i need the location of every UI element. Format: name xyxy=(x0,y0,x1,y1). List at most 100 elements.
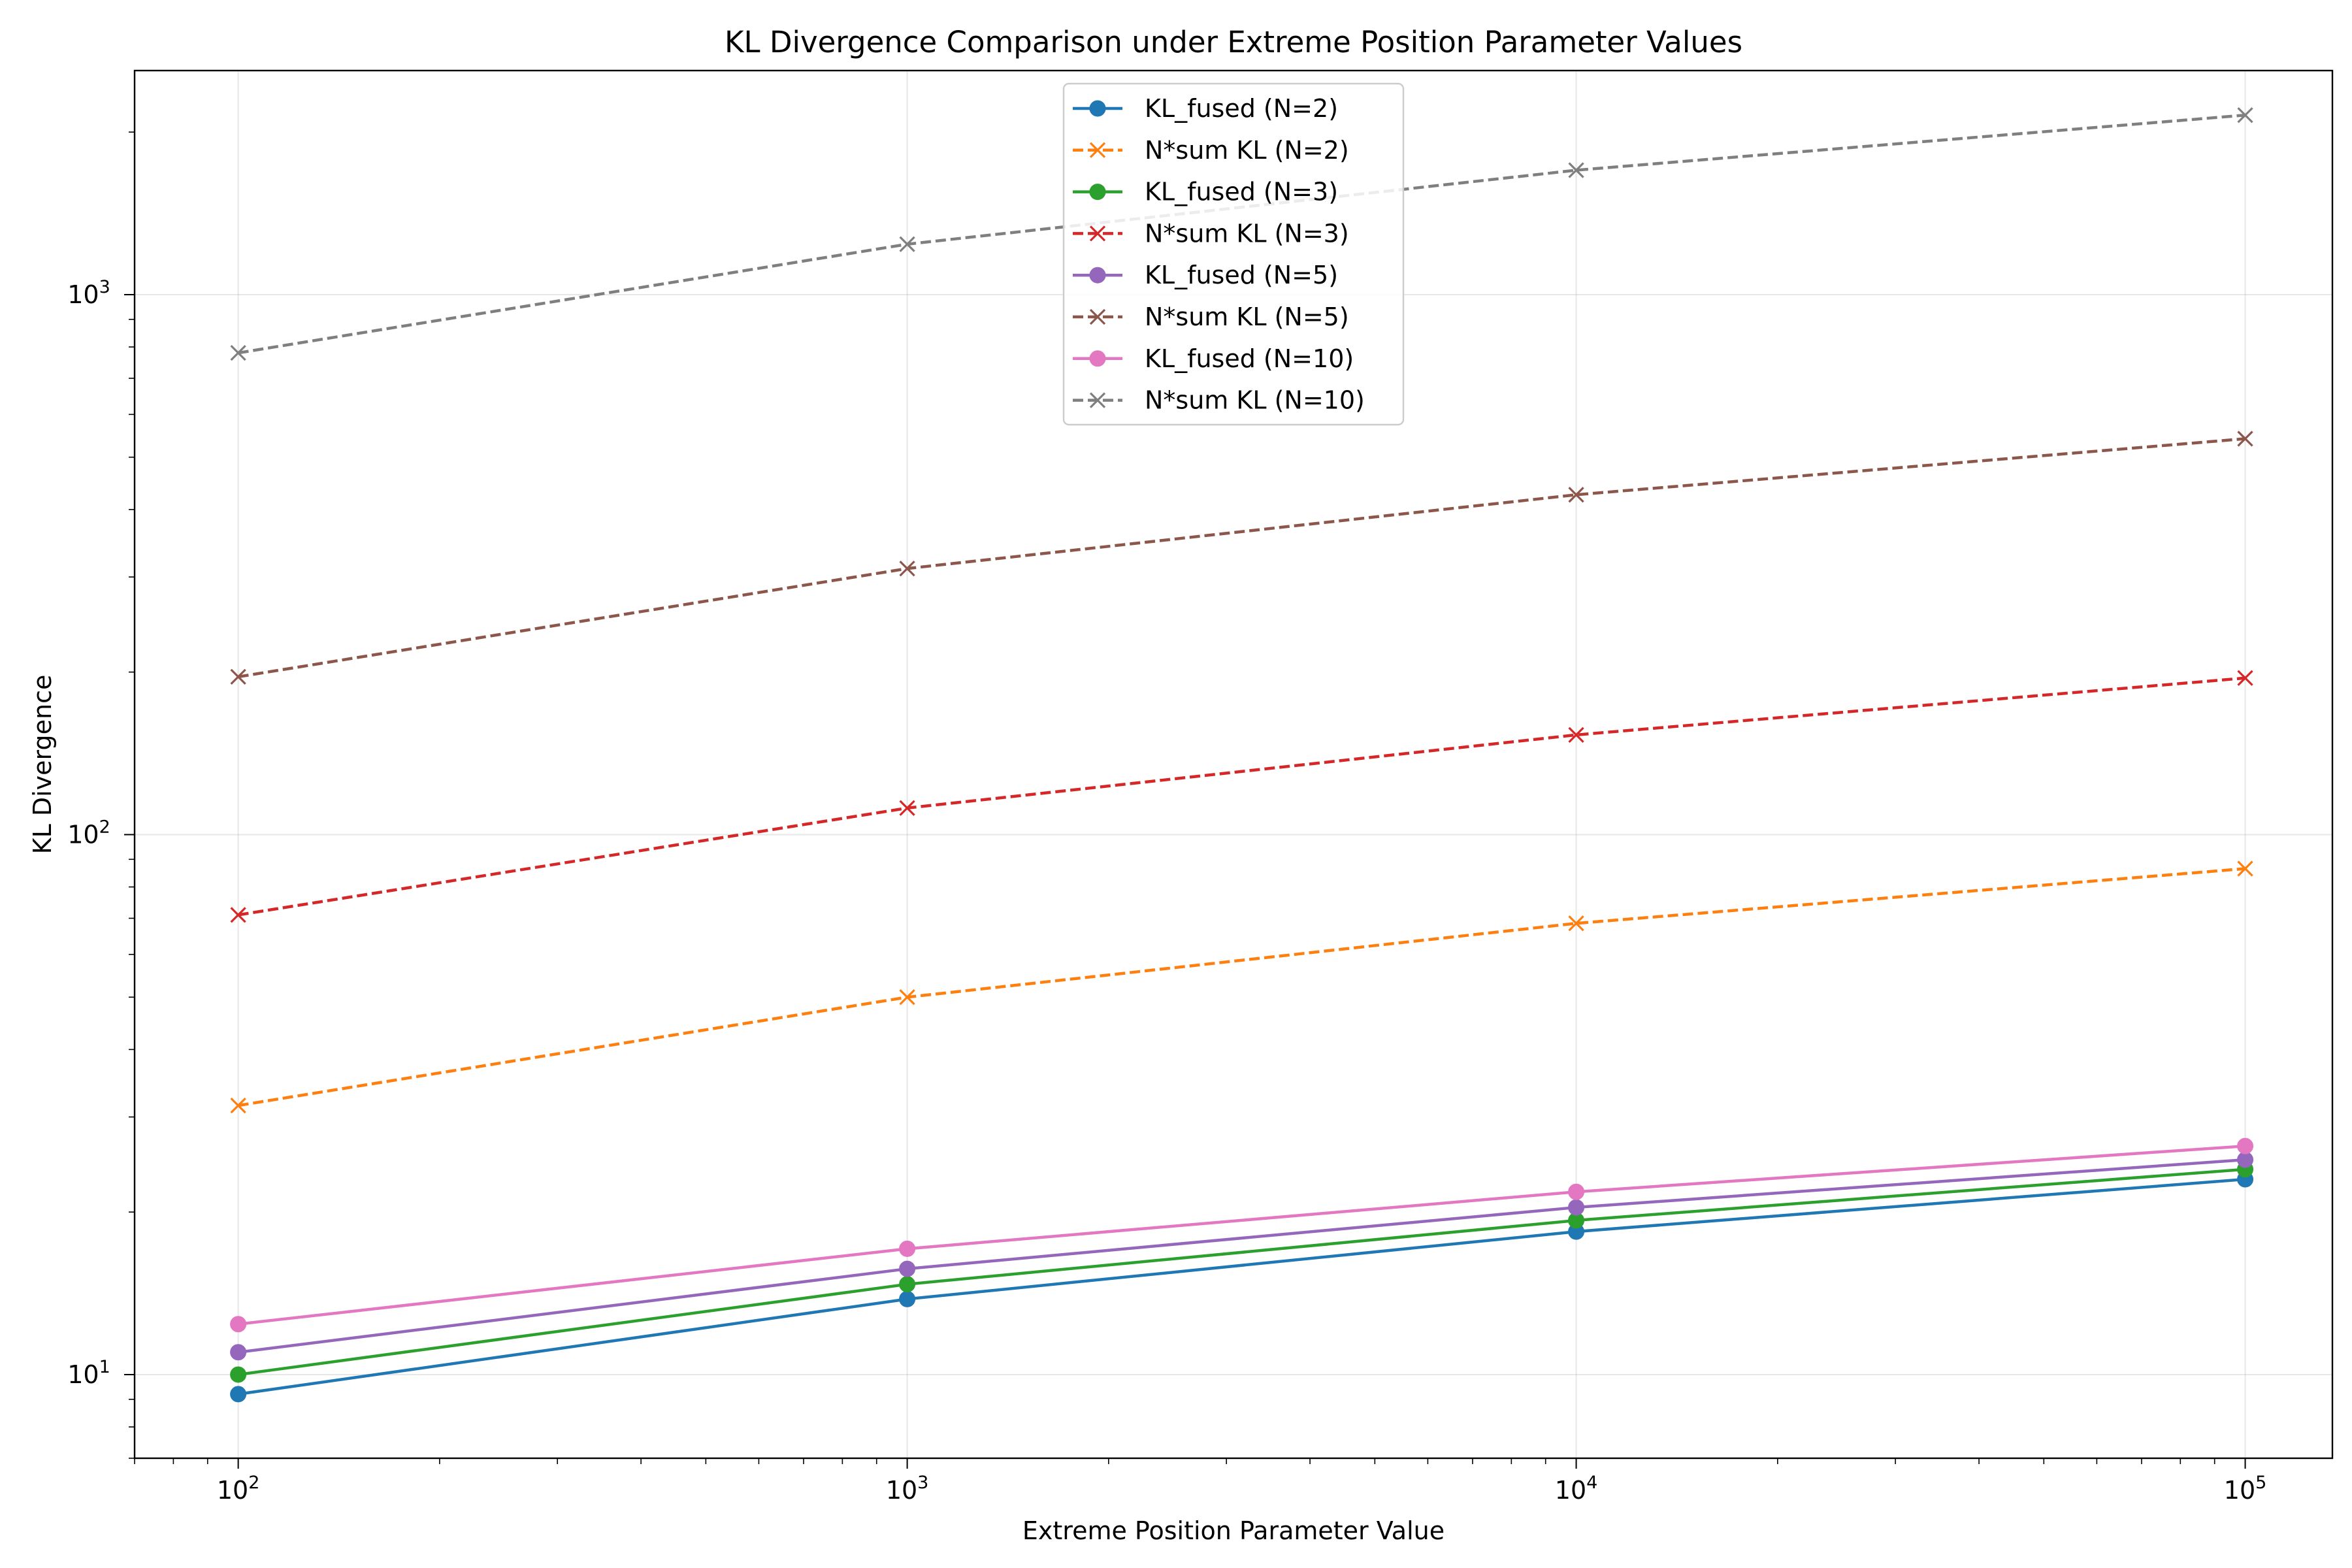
legend-marker xyxy=(1089,184,1106,201)
legend-marker xyxy=(1089,100,1106,117)
x-tick-label: 104 xyxy=(1555,1473,1598,1505)
marker-stroke xyxy=(1089,308,1106,325)
marker-stroke xyxy=(899,800,915,816)
data-point xyxy=(2237,670,2253,686)
data-point xyxy=(1568,915,1584,932)
legend-entry: KL_fused (N=5) xyxy=(1073,261,1338,289)
data-point xyxy=(1568,162,1584,178)
legend-marker xyxy=(1089,308,1106,325)
series-2 xyxy=(230,860,2253,1114)
data-point xyxy=(230,1344,247,1361)
marker-stroke xyxy=(1568,487,1584,503)
data-point xyxy=(899,561,915,577)
data-point xyxy=(1568,1199,1585,1216)
marker-stroke xyxy=(2237,431,2253,447)
data-point xyxy=(230,1097,246,1114)
series-5 xyxy=(230,1151,2254,1361)
marker-stroke xyxy=(230,907,246,923)
data-point xyxy=(2237,431,2253,447)
x-tick-label: 103 xyxy=(886,1473,929,1505)
marker-stroke xyxy=(1089,392,1106,408)
legend-label: N*sum KL (N=5) xyxy=(1145,302,1349,331)
x-tick-label: 105 xyxy=(2224,1473,2267,1505)
x-axis-ticks: 102 103 104 105 xyxy=(217,1458,2266,1505)
marker-stroke xyxy=(230,1097,246,1114)
x-tick-label: 102 xyxy=(217,1473,260,1505)
marker-stroke xyxy=(1568,727,1584,743)
data-point xyxy=(899,1290,916,1307)
data-point xyxy=(2237,860,2253,877)
legend-entry: N*sum KL (N=5) xyxy=(1073,302,1349,331)
legend-entry: N*sum KL (N=2) xyxy=(1073,136,1349,165)
legend-marker xyxy=(1089,392,1106,408)
legend-label: KL_fused (N=3) xyxy=(1145,178,1338,206)
legend-label: N*sum KL (N=10) xyxy=(1145,386,1365,415)
marker-stroke xyxy=(230,668,246,685)
legend-label: KL_fused (N=5) xyxy=(1145,261,1338,289)
y-tick-label: 102 xyxy=(67,817,110,849)
series-1 xyxy=(230,1171,2254,1403)
legend-label: N*sum KL (N=3) xyxy=(1145,219,1349,248)
legend-entry: KL_fused (N=10) xyxy=(1073,344,1354,373)
data-point xyxy=(899,1276,916,1293)
y-axis-ticks: 101 102 103 xyxy=(67,277,135,1389)
data-point xyxy=(2237,107,2253,123)
series-6 xyxy=(230,431,2253,685)
legend-label: KL_fused (N=2) xyxy=(1145,94,1338,123)
marker-stroke xyxy=(1568,162,1584,178)
marker-stroke xyxy=(1089,225,1106,242)
data-point xyxy=(230,907,246,923)
y-tick-label: 103 xyxy=(67,277,110,309)
legend-entry: KL_fused (N=3) xyxy=(1073,178,1338,206)
marker-stroke xyxy=(899,236,915,252)
marker-stroke xyxy=(2237,670,2253,686)
marker-stroke xyxy=(230,345,246,361)
marker-stroke xyxy=(899,989,915,1005)
legend-marker xyxy=(1089,142,1106,158)
series-line xyxy=(238,1168,2246,1377)
minor-ticks xyxy=(129,131,2215,1464)
data-point xyxy=(230,345,246,361)
series-4 xyxy=(230,670,2253,923)
series-3 xyxy=(230,1161,2254,1383)
legend-label: KL_fused (N=10) xyxy=(1145,344,1354,373)
series-line xyxy=(238,676,2246,917)
series-7 xyxy=(230,1137,2254,1333)
data-point xyxy=(1568,1183,1585,1200)
legend: KL_fused (N=2) N*sum KL (N=2) KL_fused (N=… xyxy=(1062,82,1405,426)
series-line xyxy=(238,437,2246,679)
plot-frame xyxy=(133,69,2334,1460)
legend-marker xyxy=(1089,350,1106,367)
series-line xyxy=(238,1144,2246,1326)
data-point xyxy=(230,668,246,685)
data-point xyxy=(230,1316,247,1333)
data-point xyxy=(899,800,915,816)
series-line xyxy=(238,867,2246,1107)
data-point xyxy=(899,989,915,1005)
legend-entry: N*sum KL (N=3) xyxy=(1073,219,1349,248)
legend-box xyxy=(1062,82,1405,426)
legend-entry: KL_fused (N=2) xyxy=(1073,94,1338,123)
data-point xyxy=(899,236,915,252)
marker-stroke xyxy=(2237,107,2253,123)
x-axis-label: Extreme Position Parameter Value xyxy=(1022,1516,1445,1545)
data-point xyxy=(2237,1137,2254,1154)
data-point xyxy=(2237,1151,2254,1168)
series-layer xyxy=(230,107,2254,1403)
data-point xyxy=(1568,487,1584,503)
series-line xyxy=(238,1158,2246,1354)
data-point xyxy=(1568,727,1584,743)
legend-entry: N*sum KL (N=10) xyxy=(1073,386,1365,415)
data-point xyxy=(899,1240,916,1257)
marker-stroke xyxy=(1089,142,1106,158)
legend-label: N*sum KL (N=2) xyxy=(1145,136,1349,165)
data-point xyxy=(899,1260,916,1277)
y-axis-label: KL Divergence xyxy=(28,675,57,855)
series-line xyxy=(238,1177,2246,1396)
chart-title: KL Divergence Comparison under Extreme P… xyxy=(725,25,1742,59)
data-point xyxy=(230,1366,247,1383)
marker-stroke xyxy=(899,561,915,577)
marker-stroke xyxy=(2237,860,2253,877)
legend-marker xyxy=(1089,267,1106,284)
